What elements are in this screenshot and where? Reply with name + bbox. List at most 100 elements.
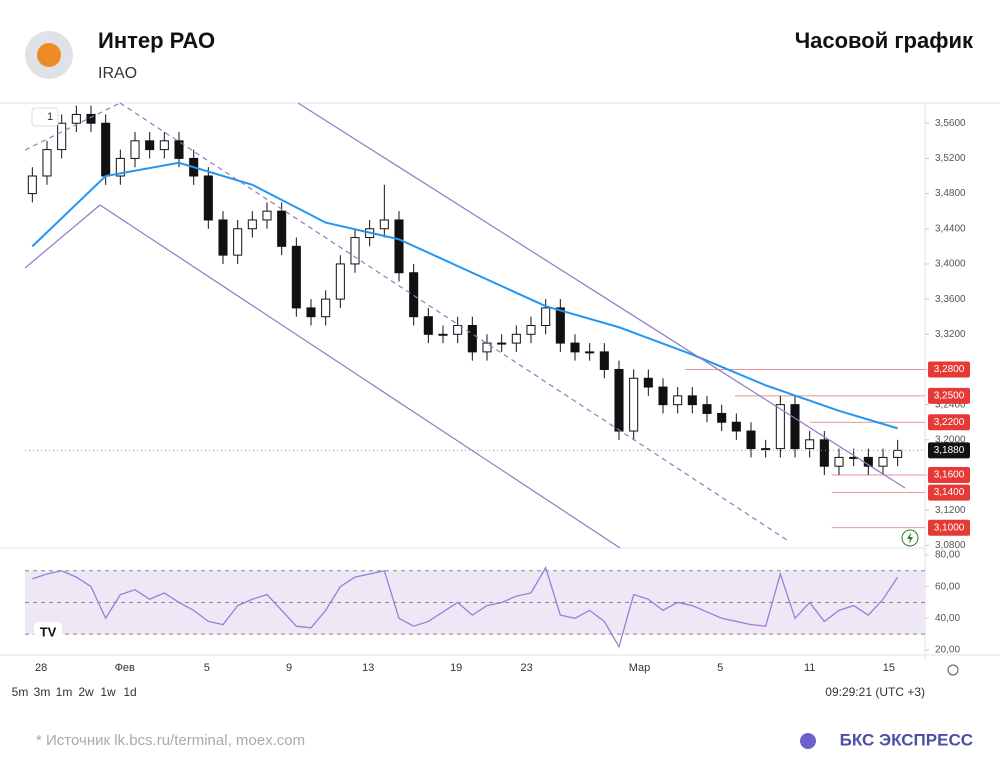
moving-average (31, 161, 898, 430)
candle-body (291, 245, 301, 309)
candle-body (159, 140, 169, 151)
x-tick-label: 5 (717, 662, 723, 674)
stock-name: Интер РАО (98, 28, 215, 53)
candle-body (555, 307, 565, 344)
x-tick-label: 5 (204, 662, 210, 674)
interval-bar: 5m 3m 1m 2w 1w 1d (12, 685, 137, 699)
y-tick-label: 3,3200 (935, 329, 966, 340)
level-badge (928, 519, 970, 536)
level-badge (928, 484, 970, 501)
candle-body (629, 377, 639, 432)
y-tick-label: 3,5200 (935, 153, 966, 164)
y-tick-label: 3,0800 (935, 540, 966, 551)
y-tick-label: 3,3600 (935, 294, 966, 305)
candle-body (262, 210, 272, 221)
indicator-count: 1 (47, 111, 53, 123)
candle-body (86, 113, 96, 124)
candle-body (599, 351, 609, 370)
brand: БКС ЭКСПРЕСС (840, 730, 973, 749)
indicator-badge[interactable] (31, 107, 59, 127)
candle-body (819, 439, 829, 467)
candle-body (379, 219, 389, 230)
candle-body (746, 430, 756, 450)
x-tick-label: Мар (629, 662, 651, 674)
candle-body (115, 157, 125, 177)
interval-button[interactable]: 1d (123, 685, 136, 699)
y-tick-label: 3,5600 (935, 118, 966, 129)
candle-body (775, 404, 785, 450)
candle-body (687, 395, 697, 406)
candle-body (101, 122, 111, 177)
candle-body (570, 342, 580, 353)
x-tick-label: 15 (883, 662, 895, 674)
level-badge (928, 414, 970, 431)
candle-body (526, 325, 536, 335)
channel-line (24, 204, 101, 269)
tv-logo-text: TV (40, 624, 57, 639)
logo-sun (37, 43, 61, 67)
chart-kind: Часовой график (795, 28, 974, 53)
candle-body (218, 219, 228, 256)
rsi-tick-label: 60,00 (935, 581, 960, 592)
candle-body (57, 122, 67, 151)
candle-body (321, 298, 331, 318)
candle-body (673, 395, 683, 406)
channel-line (99, 204, 621, 549)
channel-mid (119, 102, 791, 543)
y-tick-label: 3,4400 (935, 223, 966, 234)
y-tick-label: 3,2000 (935, 434, 966, 445)
candle-body (731, 421, 741, 432)
candle-body (658, 386, 668, 406)
last-price-label: 3,1880 (934, 445, 965, 456)
candle-body (585, 351, 595, 354)
rsi-tick-label: 20,00 (935, 645, 960, 656)
candle-body (247, 219, 257, 230)
level-badge (928, 387, 970, 404)
interval-button[interactable]: 1w (100, 685, 116, 699)
candle-body (511, 333, 521, 344)
candle-body (335, 263, 345, 300)
level-badge (928, 361, 970, 378)
level-label: 3,1400 (934, 487, 965, 498)
rsi-tick-label: 80,00 (935, 550, 960, 561)
level-label: 3,2800 (934, 364, 965, 375)
channel (24, 102, 906, 549)
settings-icon[interactable] (947, 664, 959, 676)
rsi-line (32, 566, 899, 649)
x-tick-label: 19 (450, 662, 462, 674)
candle-body (702, 404, 712, 414)
candle-body (277, 210, 287, 247)
y-tick-label: 3,4800 (935, 188, 966, 199)
interval-button[interactable]: 5m (12, 685, 29, 699)
candle-body (394, 219, 404, 274)
candle-body (482, 342, 492, 353)
y-tick-label: 3,4000 (935, 259, 966, 270)
candle-body (497, 342, 507, 345)
candle-body (27, 175, 37, 195)
candle-body (71, 113, 81, 124)
candle-body (761, 448, 771, 451)
level-label: 3,1000 (934, 522, 965, 533)
candle-body (614, 368, 624, 432)
candle-body (350, 237, 360, 265)
candle-body (878, 456, 888, 467)
interval-button[interactable]: 3m (34, 685, 51, 699)
interval-button[interactable]: 2w (78, 685, 94, 699)
candle-body (541, 307, 551, 327)
interval-button[interactable]: 1m (56, 685, 73, 699)
rsi-tick-label: 40,00 (935, 613, 960, 624)
candle-body (643, 377, 653, 388)
x-tick-label: Фев (115, 662, 135, 674)
candle-body (438, 333, 448, 336)
candle-body (834, 456, 844, 467)
candle-body (203, 175, 213, 221)
candle-body (42, 149, 52, 177)
candle-body (130, 140, 140, 159)
alert-bolt (907, 532, 913, 544)
channel-line (297, 102, 906, 489)
y-tick-label: 3,2400 (935, 399, 966, 410)
level-label: 3,2500 (934, 390, 965, 401)
x-tick-label: 13 (362, 662, 374, 674)
